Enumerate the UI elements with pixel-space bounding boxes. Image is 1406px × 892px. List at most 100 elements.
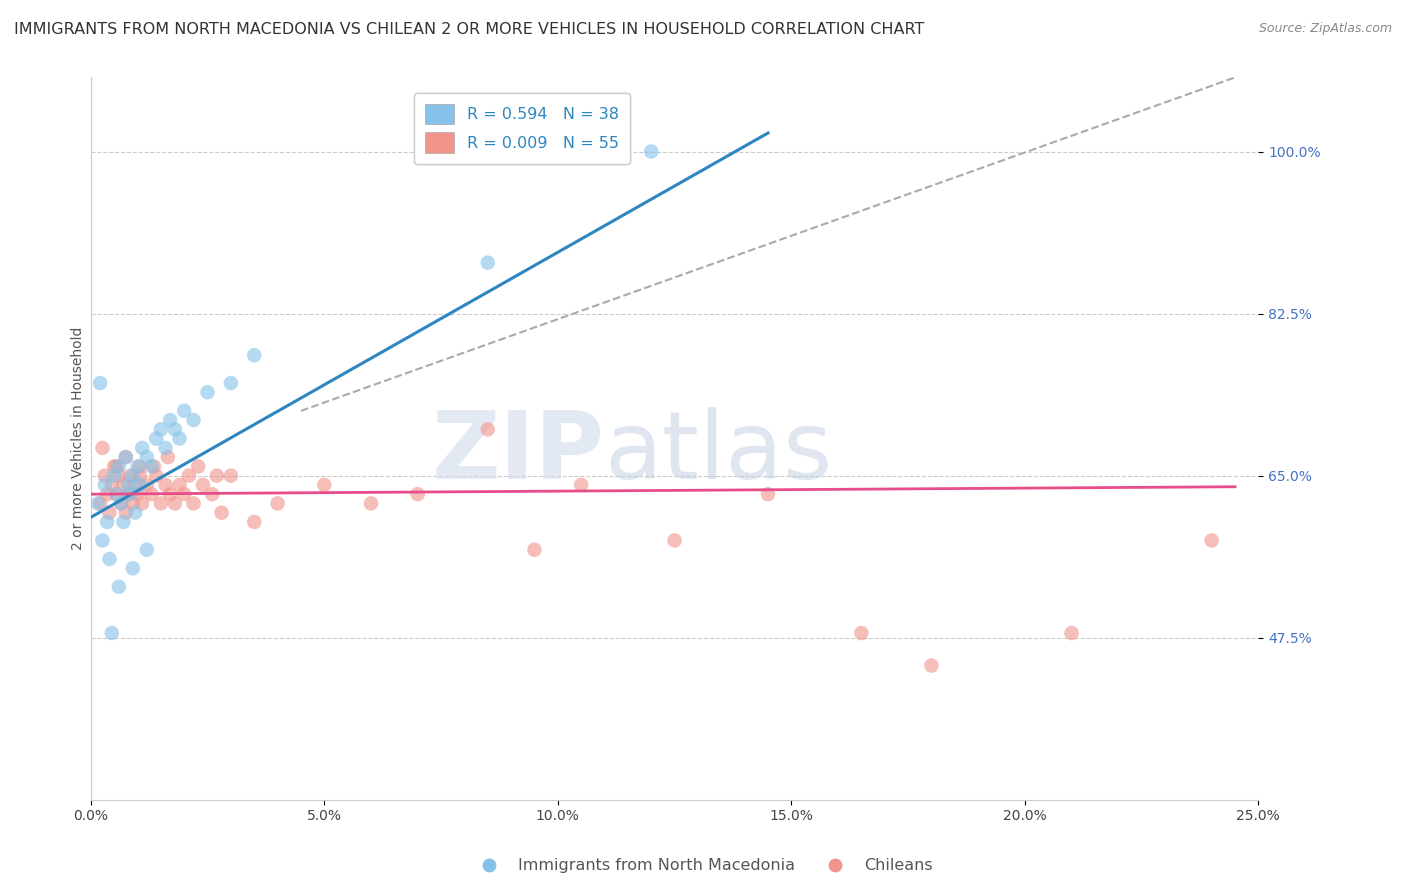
Point (131, 441, 153, 455)
Text: ZIP: ZIP (432, 407, 605, 499)
Point (477, 422, 499, 436)
Point (149, 496, 172, 510)
Point (114, 450, 136, 464)
Point (87, 496, 110, 510)
Point (183, 413, 205, 427)
Point (477, 255, 499, 269)
Point (145, 432, 167, 446)
Point (219, 468, 242, 483)
Point (121, 561, 143, 575)
Legend: Immigrants from North Macedonia, Chileans: Immigrants from North Macedonia, Chilean… (467, 852, 939, 880)
Point (101, 478, 124, 492)
Point (155, 478, 177, 492)
Point (96, 515, 118, 529)
Point (145, 468, 167, 483)
Point (121, 468, 143, 483)
Point (177, 468, 200, 483)
Point (124, 478, 146, 492)
Point (173, 404, 195, 418)
Point (920, 658, 942, 673)
Point (103, 468, 125, 483)
Point (128, 468, 150, 483)
Point (128, 478, 150, 492)
Text: IMMIGRANTS FROM NORTH MACEDONIA VS CHILEAN 2 OR MORE VEHICLES IN HOUSEHOLD CORRE: IMMIGRANTS FROM NORTH MACEDONIA VS CHILE… (14, 22, 924, 37)
Point (169, 432, 191, 446)
Point (523, 542, 546, 557)
Point (120, 487, 142, 501)
Point (114, 450, 136, 464)
Point (149, 422, 172, 436)
Point (159, 413, 181, 427)
Point (360, 496, 382, 510)
Point (91, 441, 114, 455)
Point (110, 496, 132, 510)
Point (112, 478, 135, 492)
Point (640, 145, 662, 159)
Point (664, 533, 686, 548)
Point (101, 626, 124, 640)
Point (569, 478, 592, 492)
Point (159, 487, 181, 501)
Point (205, 468, 228, 483)
Point (756, 487, 779, 501)
Point (117, 487, 139, 501)
Point (163, 496, 186, 510)
Point (173, 487, 195, 501)
Point (131, 496, 153, 510)
Point (105, 487, 128, 501)
Point (127, 487, 149, 501)
Point (191, 478, 214, 492)
Legend: R = 0.594   N = 38, R = 0.009   N = 55: R = 0.594 N = 38, R = 0.009 N = 55 (413, 93, 630, 164)
Point (156, 450, 179, 464)
Y-axis label: 2 or more Vehicles in Household: 2 or more Vehicles in Household (72, 326, 86, 550)
Point (94, 478, 117, 492)
Point (108, 580, 131, 594)
Point (89, 376, 111, 390)
Point (124, 506, 146, 520)
Point (851, 626, 873, 640)
Point (117, 478, 139, 492)
Point (187, 459, 209, 474)
Point (110, 496, 132, 510)
Point (91, 533, 114, 548)
Point (135, 478, 157, 492)
Point (169, 478, 191, 492)
Point (114, 506, 136, 520)
Point (406, 487, 429, 501)
Point (120, 468, 142, 483)
Point (98, 506, 121, 520)
Point (108, 459, 131, 474)
Point (201, 487, 224, 501)
Point (243, 348, 266, 362)
Point (98, 552, 121, 566)
Point (121, 496, 143, 510)
Point (105, 459, 128, 474)
Point (128, 459, 150, 474)
Text: atlas: atlas (605, 407, 832, 499)
Point (127, 459, 149, 474)
Point (211, 506, 233, 520)
Point (155, 441, 177, 455)
Point (112, 515, 135, 529)
Point (141, 487, 163, 501)
Point (135, 450, 157, 464)
Point (96, 487, 118, 501)
Point (141, 459, 163, 474)
Point (94, 468, 117, 483)
Text: Source: ZipAtlas.com: Source: ZipAtlas.com (1258, 22, 1392, 36)
Point (314, 478, 336, 492)
Point (1201, 533, 1223, 548)
Point (266, 496, 288, 510)
Point (105, 487, 128, 501)
Point (219, 376, 242, 390)
Point (89, 496, 111, 510)
Point (243, 515, 266, 529)
Point (163, 422, 186, 436)
Point (197, 385, 219, 400)
Point (135, 542, 157, 557)
Point (183, 496, 205, 510)
Point (142, 459, 165, 474)
Point (103, 459, 125, 474)
Point (108, 468, 131, 483)
Point (1060, 626, 1083, 640)
